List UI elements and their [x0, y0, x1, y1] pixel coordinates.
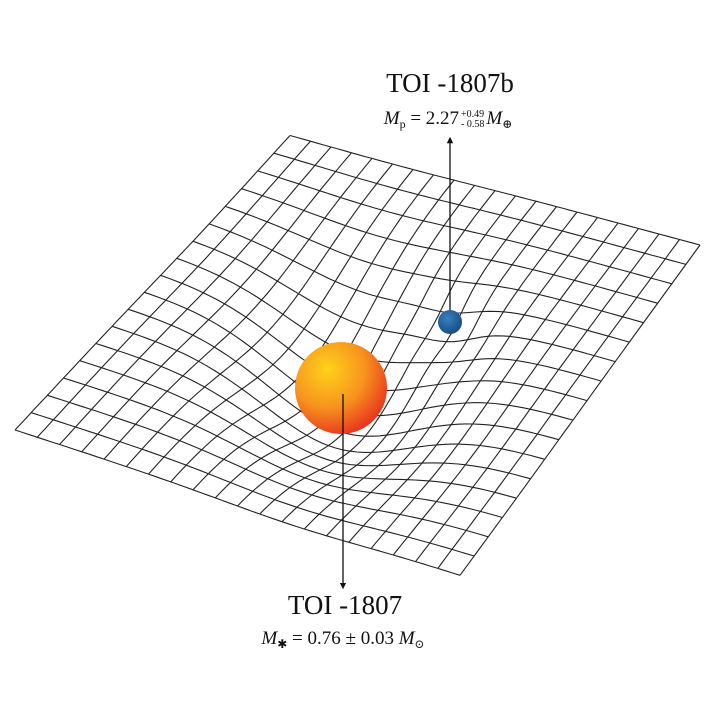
- grid-line: [192, 240, 616, 363]
- grid-line: [47, 394, 489, 538]
- grid-line: [95, 342, 531, 480]
- grid-line: [125, 163, 393, 467]
- unit-subscript: ⊙: [414, 637, 425, 651]
- planet: [438, 310, 462, 334]
- grid-line: [14, 135, 291, 431]
- grid-line: [36, 140, 311, 438]
- lower-error: - 0.58: [461, 118, 485, 130]
- star-name: TOI -1807: [287, 590, 403, 620]
- value: = 0.76 ± 0.03: [292, 628, 394, 649]
- grid-line: [273, 152, 687, 265]
- symbol: M: [383, 108, 400, 129]
- unit-symbol: M: [398, 628, 415, 649]
- grid-line: [31, 412, 475, 557]
- upper-error: +0.49: [461, 108, 485, 120]
- errors: +0.49- 0.58: [461, 108, 485, 130]
- grid-line: [281, 200, 537, 523]
- value: = 2.27: [410, 108, 460, 129]
- grid-line: [257, 170, 672, 285]
- grid-line: [259, 195, 516, 515]
- grid-line: [326, 211, 578, 537]
- grid-line: [148, 169, 414, 475]
- unit-symbol: M: [486, 108, 503, 129]
- grid-line: [289, 134, 701, 246]
- unit-subscript: ⊕: [502, 117, 513, 131]
- subscript: p: [399, 117, 406, 131]
- grid-line: [103, 158, 373, 460]
- planet-name: TOI -1807b: [386, 68, 514, 98]
- star-mass: M✱ = 0.76 ± 0.03 M⊙: [261, 628, 424, 652]
- grid-line: [214, 185, 475, 499]
- star: [295, 342, 387, 434]
- grid-line: [14, 429, 461, 576]
- grid-line: [303, 206, 557, 530]
- grid-line: [437, 239, 680, 569]
- grid-line: [63, 377, 503, 519]
- grid-line: [348, 217, 598, 543]
- symbol: M: [261, 628, 278, 649]
- grid-line: [237, 190, 496, 507]
- grid-line: [176, 257, 602, 382]
- subscript: ✱: [277, 637, 288, 651]
- grid-line: [81, 152, 352, 453]
- grid-line: [170, 174, 434, 483]
- grid-line: [392, 228, 639, 556]
- grid-line: [459, 244, 701, 576]
- grid-line: [79, 360, 517, 499]
- planet-mass: Mp = 2.27 +0.49- 0.58 M⊕: [384, 108, 513, 132]
- grid-line: [415, 233, 660, 562]
- grid-line: [225, 205, 644, 324]
- grid-line: [370, 222, 619, 549]
- grid-line: [208, 223, 630, 343]
- grid-line: [111, 325, 545, 460]
- grid-line: [59, 146, 332, 445]
